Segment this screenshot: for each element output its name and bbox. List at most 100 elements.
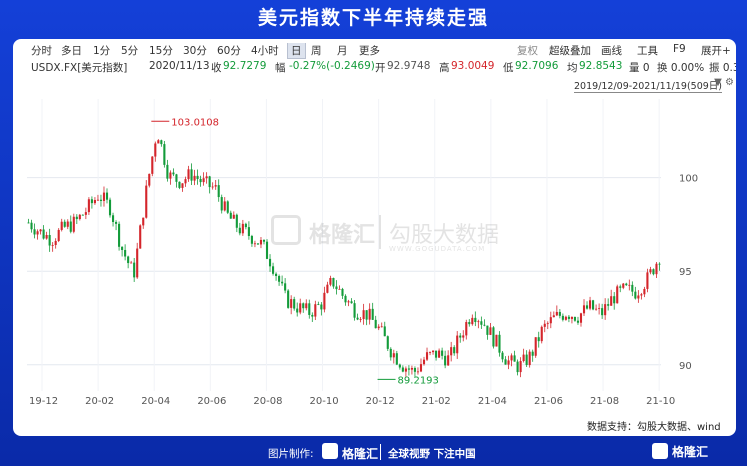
candle-body: [444, 355, 447, 366]
candle-body: [118, 223, 121, 247]
candle-body: [148, 173, 151, 186]
turnover-value: 换 0.00%: [657, 62, 705, 74]
period-tab-more[interactable]: 更多: [359, 45, 380, 57]
candle-body: [516, 361, 519, 373]
candle-body: [607, 304, 610, 306]
candle-body: [163, 144, 166, 165]
candle-body: [347, 301, 350, 303]
period-tab-4hour[interactable]: 4小时: [251, 45, 279, 57]
y-tick-label: 90: [679, 361, 692, 372]
period-tab-1min[interactable]: 1分: [93, 45, 111, 57]
range-dropdown-icon[interactable]: ▼ ⚙: [714, 77, 734, 88]
period-tab-60min[interactable]: 60分: [217, 45, 241, 57]
candle-body: [308, 303, 311, 315]
candle-body: [217, 185, 220, 198]
period-tab-day[interactable]: 日: [287, 43, 306, 59]
candle-body: [51, 245, 54, 246]
candle-body: [646, 272, 649, 289]
high-label: 高: [439, 62, 450, 74]
x-tick-label: 19-12: [29, 396, 58, 407]
candle-body: [495, 334, 498, 347]
candle-body: [480, 321, 483, 325]
candle-body: [413, 367, 417, 372]
candle-body: [501, 352, 504, 360]
candle-body: [39, 229, 42, 232]
tools-button[interactable]: 工具: [637, 45, 658, 57]
x-tick-label: 21-06: [534, 396, 563, 407]
candle-body: [305, 303, 308, 309]
candle-body: [510, 355, 513, 361]
candle-body: [196, 175, 199, 179]
period-tab-week[interactable]: 周: [311, 45, 322, 57]
candle-body: [241, 223, 244, 234]
change-label: 幅: [275, 62, 286, 74]
candle-body: [27, 222, 30, 224]
candle-body: [401, 367, 404, 372]
candle-body: [592, 300, 595, 310]
expand-button[interactable]: 展开+: [701, 45, 731, 57]
candle-body: [377, 326, 380, 329]
candle-body: [564, 316, 567, 320]
candle-body: [356, 317, 359, 320]
draw-line-button[interactable]: 画线: [601, 45, 622, 57]
candle-body: [492, 327, 495, 347]
period-tab-15min[interactable]: 15分: [149, 45, 173, 57]
candle-body: [537, 337, 540, 342]
candle-body: [474, 317, 477, 323]
candle-body: [175, 174, 178, 182]
period-tab-month[interactable]: 月: [337, 45, 348, 57]
x-tick-label: 20-04: [141, 396, 170, 407]
candle-body: [81, 214, 84, 216]
y-tick-label: 95: [679, 267, 692, 278]
candle-body: [368, 308, 371, 320]
candle-body: [238, 227, 241, 234]
quote-date: 2020/11/13: [149, 60, 210, 72]
candle-body: [226, 201, 229, 213]
candle-body: [353, 303, 356, 318]
watermark-brand: 格隆汇: [309, 223, 376, 248]
period-tab-multiday[interactable]: 多日: [61, 45, 82, 57]
period-tab-5min[interactable]: 5分: [121, 45, 139, 57]
candle-body: [329, 277, 332, 285]
period-tab-intraday[interactable]: 分时: [31, 45, 52, 57]
x-tick-label: 20-12: [366, 396, 395, 407]
candle-body: [84, 212, 87, 215]
candle-body: [616, 286, 619, 304]
candle-body: [208, 176, 211, 188]
candle-body: [102, 192, 106, 201]
candle-body: [398, 364, 401, 368]
candle-body: [202, 178, 205, 183]
candle-body: [522, 354, 525, 362]
candle-body: [595, 308, 598, 310]
volume-value: 量 0: [629, 62, 650, 74]
candle-body: [54, 240, 57, 246]
candle-body: [652, 269, 655, 275]
candle-body: [643, 288, 646, 295]
candle-body: [344, 295, 347, 303]
candle-body: [604, 304, 607, 316]
y-tick-label: 100: [679, 174, 698, 185]
candle-body: [558, 311, 561, 316]
candle-body: [199, 178, 202, 183]
candle-body: [190, 169, 193, 181]
f9-button[interactable]: F9: [673, 43, 686, 55]
candle-body: [573, 316, 577, 321]
candlestick-chart: 90 95 100 19-12 20-02 20-04 20-06 20-08 20-10 20-…: [27, 99, 698, 407]
candle-body: [410, 367, 413, 370]
overlay-button[interactable]: 超级叠加: [549, 45, 591, 57]
footer-logo-icon: [322, 443, 338, 459]
candle-body: [57, 229, 60, 241]
candle-body: [622, 283, 625, 288]
adjust-button[interactable]: 复权: [517, 45, 538, 57]
annotation-high-label: 103.0108: [171, 117, 219, 128]
x-tick-label: 20-10: [310, 396, 339, 407]
footer-divider: [380, 444, 381, 460]
candle-body: [613, 296, 616, 304]
candle-body: [124, 249, 127, 257]
candle-body: [468, 322, 471, 325]
candle-body: [534, 337, 537, 356]
period-tab-30min[interactable]: 30分: [183, 45, 207, 57]
watermark: 格隆汇 勾股大数据 WWW.GOGUDATA.COM: [271, 215, 501, 255]
candle-body: [380, 326, 383, 328]
candle-body: [265, 241, 269, 259]
